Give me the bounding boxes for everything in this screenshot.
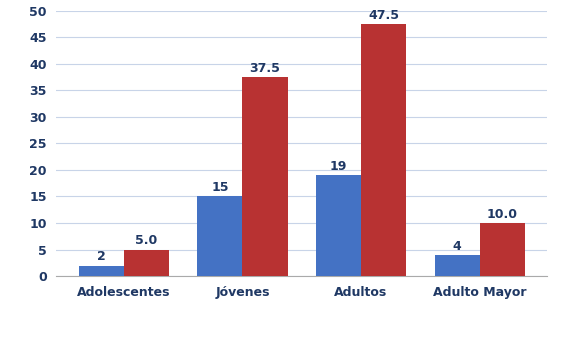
Text: 5.0: 5.0	[135, 234, 157, 247]
Text: 10.0: 10.0	[487, 208, 518, 221]
Text: 4: 4	[453, 240, 461, 253]
Text: 15: 15	[211, 181, 228, 194]
Text: 2: 2	[97, 250, 105, 263]
Bar	[435, 255, 480, 276]
Bar	[361, 24, 406, 276]
Bar	[316, 175, 361, 276]
Bar	[243, 77, 288, 276]
Bar	[79, 266, 124, 276]
Bar	[480, 223, 525, 276]
Text: 47.5: 47.5	[368, 9, 399, 22]
Text: 19: 19	[330, 160, 347, 173]
Text: 37.5: 37.5	[249, 62, 280, 75]
Bar	[197, 196, 243, 276]
Bar	[124, 250, 169, 276]
